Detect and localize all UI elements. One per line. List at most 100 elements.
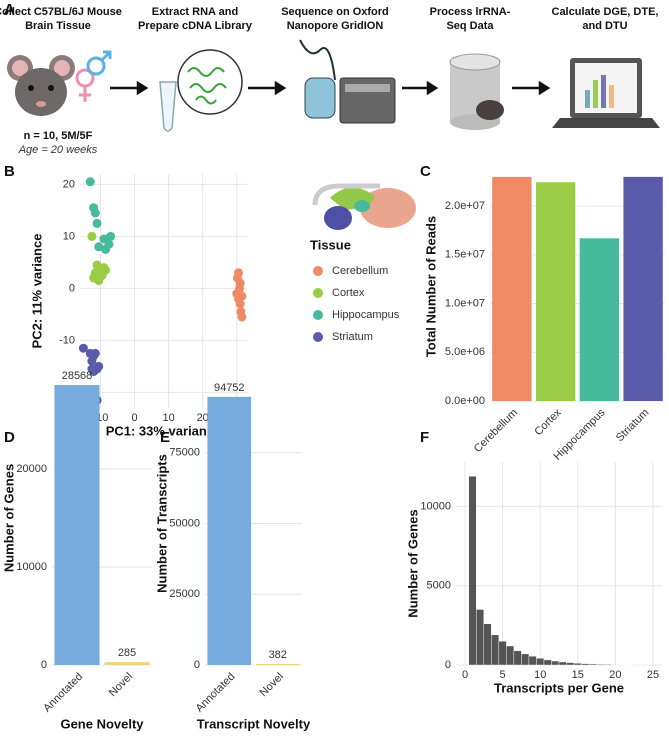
x-tick-label: 0 [462,669,468,681]
x-tick-label: Annotated [41,671,85,715]
y-axis-title: PC2: 11% variance [29,234,44,349]
y-axis-title: Number of Transcripts [154,454,169,593]
x-tick-label: Annotated [193,671,237,715]
panel-label: B [4,163,15,180]
bar [579,238,620,401]
y-tick-label: 10 [63,230,75,242]
hist-bar [483,623,492,666]
bar [207,396,252,665]
panel-label: D [4,429,15,446]
y-tick-label: 1.0e+07 [445,297,485,309]
bar [255,663,300,665]
panel-label: E [160,429,170,446]
step-label: and DTU [582,20,627,32]
hist-bar [596,664,605,666]
hist-bar [521,653,530,666]
legend-swatch [313,310,323,320]
y-tick-label: 5000 [427,580,451,592]
step-label: Collect C57BL/6J Mouse [0,6,122,18]
legend-label: Striatum [332,331,373,343]
x-axis-title: PC1: 33% variance [106,423,222,438]
legend-label: Cerebellum [332,265,388,277]
legend-swatch [313,266,323,276]
data-label: 28568 [62,370,93,382]
x-tick-label: 5 [500,669,506,681]
legend-swatch [313,288,323,298]
step-label: Process lrRNA- [430,6,511,18]
mouse-icon [7,55,75,116]
y-tick-label: 25000 [169,588,200,600]
hist-bar [573,663,582,666]
x-tick-label: 10 [534,669,546,681]
x-axis-title: Gene Novelty [60,716,144,731]
panel-label: C [420,163,431,180]
hist-bar [603,664,612,666]
point [235,299,245,309]
x-tick-label: 20 [197,412,209,424]
step-label: Prepare cDNA Library [138,20,253,32]
data-label: 285 [118,647,136,659]
legend-label: Cortex [332,287,365,299]
y-tick-label: 5.0e+06 [445,346,485,358]
laptop-icon [552,58,660,128]
y-tick-label: 10000 [16,561,47,573]
data-label: 382 [269,649,287,661]
point [94,276,104,286]
hist-bar [566,662,575,666]
point [92,218,102,228]
hist-bar [581,663,590,666]
point [94,242,104,252]
step-label: Sequence on Oxford [281,6,389,18]
x-tick-label: 15 [572,669,584,681]
panel-label: F [420,429,429,446]
step-label: Brain Tissue [25,20,91,32]
x-axis-title: Transcripts per Gene [494,680,624,695]
age-note: Age = 20 weeks [18,144,98,156]
bar [535,182,576,401]
hist-bar [468,476,477,666]
y-tick-label: 0 [41,659,47,671]
y-tick-label: 0 [194,659,200,671]
point [87,231,97,241]
x-axis-title: Transcript Novelty [197,716,311,731]
y-axis-title: Total Number of Reads [423,216,438,357]
hist-bar [513,650,522,666]
step-label: Extract RNA and [152,6,238,18]
tube-icon [159,49,243,132]
bar [492,176,532,401]
point [101,244,111,254]
step-label: Calculate DGE, DTE, [552,6,659,18]
x-tick-label: 10 [162,412,174,424]
hist-bar [558,661,567,666]
y-tick-label: 20 [63,178,75,190]
point [237,312,247,322]
hist-bar [506,645,515,666]
legend-swatch [313,332,323,342]
x-tick-label: 0 [131,412,137,424]
legend-label: Hippocampus [332,309,400,321]
nanopore-icon [299,39,396,124]
x-tick-label: Cerebellum [472,407,520,455]
bar [54,385,100,665]
y-tick-label: 20000 [16,463,47,475]
y-tick-label: 0.0e+00 [445,395,485,407]
data-label: 94752 [214,382,245,394]
hist-bar [536,658,545,666]
point [106,231,116,241]
y-tick-label: 50000 [169,517,200,529]
y-tick-label: 0 [69,282,75,294]
y-tick-label: 2.0e+07 [445,200,485,212]
brain-icon [312,183,416,230]
database-icon [449,53,504,130]
point [85,177,95,187]
point [94,361,104,371]
sample-size: n = 10, 5M/5F [24,130,93,142]
y-tick-label: -10 [59,334,75,346]
arrows [110,80,551,96]
hist-bar [498,641,507,666]
hist-bar [476,609,485,666]
hist-bar [491,634,500,666]
x-tick-label: 20 [609,669,621,681]
y-axis-title: Number of Genes [405,509,420,617]
